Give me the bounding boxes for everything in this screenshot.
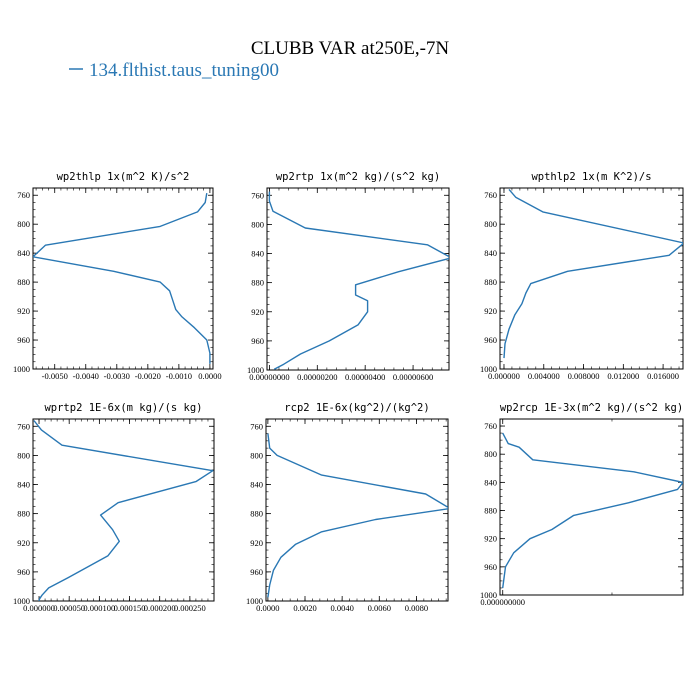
panel-2: wp2rtp 1x(m^2 kg)/(s^2 kg) 760 800 840 880 92…: [247, 171, 450, 382]
y-tick-label: 960: [484, 562, 497, 572]
x-tick-label: 0.000000: [23, 603, 55, 613]
x-tick-label: 0.00000600: [393, 372, 433, 382]
panel-1: wp2thlp 1x(m^2 K)/s^2 760 800 840 880 920 960 1…: [13, 171, 222, 381]
y-tick-label: 800: [251, 219, 264, 229]
x-tick-label: 0.0000: [256, 603, 279, 613]
plot-frame: [499, 187, 684, 370]
y-tick-label: 920: [484, 306, 497, 316]
y-tick-label: 840: [484, 477, 497, 487]
y-tick-label: 840: [17, 480, 30, 490]
y-tick-label: 1000: [13, 596, 30, 606]
y-tick-label: 800: [250, 450, 263, 460]
y-tick-label: 920: [250, 538, 263, 548]
y-tick-label: 880: [251, 278, 264, 288]
panels: wp2thlp 1x(m^2 K)/s^2 760 800 840 880 920 960 1…: [13, 171, 684, 613]
y-tick-label: 840: [484, 248, 497, 258]
y-tick-label: 1000: [480, 590, 497, 600]
y-tick-label: 960: [250, 567, 263, 577]
series-line: [33, 420, 214, 601]
series-line: [33, 192, 211, 364]
x-tick-label: -0.0010: [166, 371, 192, 381]
x-tick-label: 0.000050: [53, 603, 85, 613]
x-tick-label: 0.00000400: [345, 372, 385, 382]
x-tick-label: 0.0080: [405, 603, 428, 613]
y-tick-label: 960: [484, 335, 497, 345]
x-tick-label: 0.000100: [83, 603, 115, 613]
y-tick-label: 760: [250, 421, 263, 431]
y-tick-label: 880: [250, 509, 263, 519]
panel-title: wprtp2 1E-6x(m kg)/(s kg): [44, 402, 202, 414]
x-tick-label: 0.004000: [528, 371, 560, 381]
series-line: [502, 432, 683, 589]
x-tick-label: 0.000200: [144, 603, 176, 613]
plot-frame: [265, 418, 449, 602]
x-tick-label: 0.0020: [293, 603, 316, 613]
y-tick-label: 1000: [13, 364, 30, 374]
y-tick-label: 920: [484, 534, 497, 544]
y-tick-label: 880: [484, 506, 497, 516]
x-tick-label: 0.0000: [198, 371, 221, 381]
plot-frame: [32, 187, 214, 370]
panel-title: wp2rtp 1x(m^2 kg)/(s^2 kg): [276, 171, 440, 183]
x-tick-label: 0.000250: [174, 603, 206, 613]
y-tick-label: 760: [484, 190, 497, 200]
x-tick-label: 0.0040: [330, 603, 353, 613]
plot-frame: [32, 418, 215, 602]
legend-label: 134.flthist.taus_tuning00: [89, 60, 279, 81]
x-tick-label: 0.000150: [114, 603, 146, 613]
series-line: [268, 191, 449, 370]
y-tick-label: 920: [17, 538, 30, 548]
y-tick-label: 880: [484, 277, 497, 287]
x-tick-label: -0.0020: [135, 371, 161, 381]
x-tick-label: 0.000000: [488, 371, 520, 381]
plot-frame: [499, 418, 684, 596]
figure-title: CLUBB VAR at250E,-7N: [251, 38, 450, 59]
y-tick-label: 800: [17, 450, 30, 460]
panel-title: wp2rcp 1E-3x(m^2 kg)/(s^2 kg): [500, 402, 683, 414]
y-tick-label: 800: [17, 219, 30, 229]
x-tick-label: 0.0060: [368, 603, 391, 613]
y-tick-label: 800: [484, 219, 497, 229]
legend: 134.flthist.taus_tuning00: [69, 60, 279, 81]
y-tick-label: 880: [17, 277, 30, 287]
x-tick-label: 0.008000: [568, 371, 600, 381]
x-tick-label: 0.00000200: [297, 372, 337, 382]
x-tick-label: 0.000000000: [480, 597, 525, 607]
y-tick-label: 1000: [480, 364, 497, 374]
y-tick-label: 1000: [247, 365, 264, 375]
series-line: [267, 433, 448, 598]
y-tick-label: 960: [251, 336, 264, 346]
y-tick-label: 760: [484, 421, 497, 431]
y-tick-label: 800: [484, 449, 497, 459]
x-tick-label: -0.0040: [73, 371, 99, 381]
series-line: [503, 188, 683, 359]
panel-title: wpthlp2 1x(m K^2)/s: [531, 171, 651, 183]
x-tick-label: -0.0050: [42, 371, 68, 381]
panel-title: wp2thlp 1x(m^2 K)/s^2: [57, 171, 190, 183]
x-tick-label: 0.012000: [607, 371, 639, 381]
y-tick-label: 1000: [246, 596, 263, 606]
y-tick-label: 920: [251, 307, 264, 317]
y-tick-label: 840: [251, 249, 264, 259]
x-tick-label: -0.0030: [104, 371, 130, 381]
x-tick-label: 0.00000000: [249, 372, 289, 382]
y-tick-label: 960: [17, 567, 30, 577]
panel-4: wprtp2 1E-6x(m kg)/(s kg) 760 800 840 880 920…: [13, 402, 215, 613]
panel-3: wpthlp2 1x(m K^2)/s 760 800 840 880 920 960 100…: [480, 171, 684, 381]
panel-5: rcp2 1E-6x(kg^2)/(kg^2) 760 800 840 880 920 96…: [246, 402, 449, 613]
panel-6: wp2rcp 1E-3x(m^2 kg)/(s^2 kg)760 800 840 88…: [480, 402, 684, 607]
y-tick-label: 880: [17, 509, 30, 519]
panel-title: rcp2 1E-6x(kg^2)/(kg^2): [284, 402, 429, 414]
y-tick-label: 840: [17, 248, 30, 258]
y-tick-label: 960: [17, 335, 30, 345]
y-tick-label: 840: [250, 480, 263, 490]
x-tick-label: 0.016000: [647, 371, 679, 381]
y-tick-label: 920: [17, 306, 30, 316]
plot-frame: [266, 187, 450, 371]
y-tick-label: 760: [17, 421, 30, 431]
y-tick-label: 760: [17, 190, 30, 200]
y-tick-label: 760: [251, 190, 264, 200]
